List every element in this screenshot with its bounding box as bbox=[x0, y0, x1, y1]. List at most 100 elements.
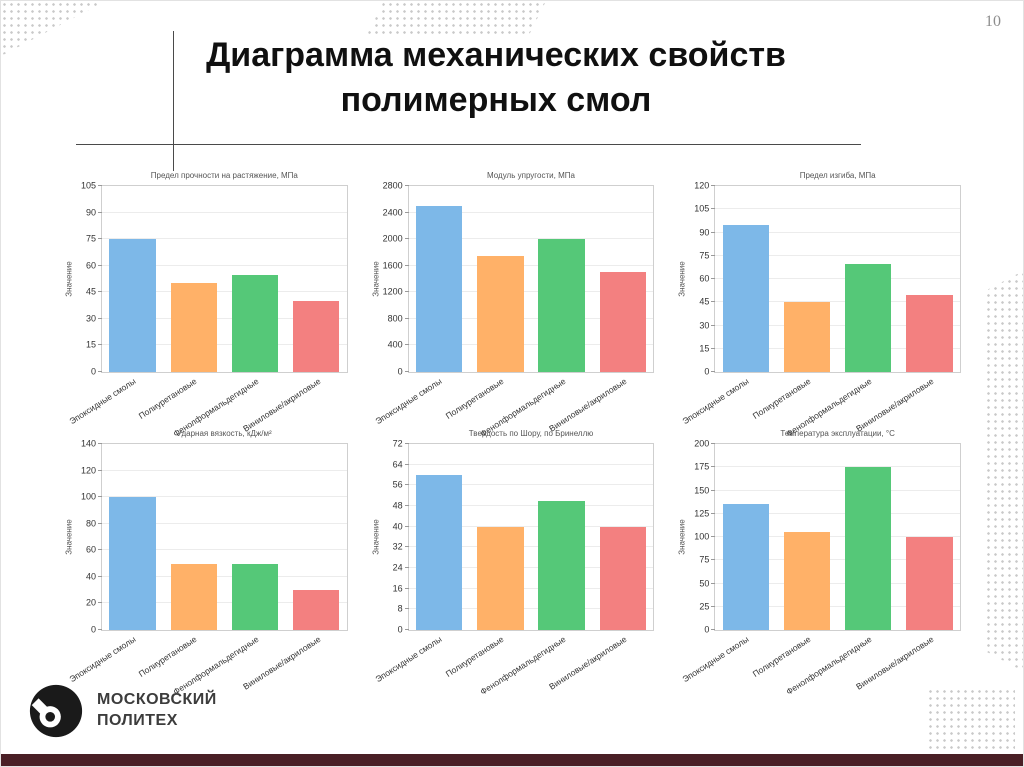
y-tick-mark bbox=[98, 291, 102, 293]
bar bbox=[844, 467, 892, 630]
y-tick-mark bbox=[404, 317, 409, 319]
grid-line bbox=[408, 587, 654, 589]
plot-area: 0 8 16 24 32 40 48 56 64 72 bbox=[393, 439, 655, 634]
y-tick-mark bbox=[711, 536, 716, 537]
chart-impact-toughness: Ударная вязкость, кДж/м² 0 20 40 60 80 100 120 1… bbox=[59, 429, 356, 697]
y-tick-mark bbox=[711, 605, 716, 607]
chart-title: Предел изгиба, МПа bbox=[799, 171, 876, 180]
moscow-polytech-logo-icon bbox=[29, 684, 83, 738]
x-tick-label: Полиуретановые bbox=[443, 634, 506, 679]
bar bbox=[415, 475, 463, 630]
y-tick-label: 400 bbox=[387, 339, 403, 350]
y-tick-mark bbox=[98, 496, 102, 498]
grid-line bbox=[102, 496, 347, 498]
bottom-bar bbox=[1, 754, 1023, 766]
y-axis-label: Значение bbox=[64, 519, 74, 555]
y-tick-label: 120 bbox=[694, 180, 710, 191]
bar bbox=[599, 526, 646, 630]
grid-line bbox=[102, 317, 347, 319]
y-axis-label: Значение bbox=[677, 519, 687, 555]
grid-line bbox=[715, 512, 960, 514]
y-tick-label: 100 bbox=[80, 491, 96, 502]
y-tick-label: 16 bbox=[392, 583, 403, 594]
y-tick-mark bbox=[404, 238, 409, 240]
y-tick-label: 30 bbox=[699, 320, 710, 330]
y-tick-label: 0 bbox=[90, 624, 96, 635]
y-tick-label: 45 bbox=[85, 286, 96, 297]
bar bbox=[538, 239, 585, 372]
grid-line bbox=[715, 231, 960, 233]
grid-line bbox=[102, 291, 347, 293]
y-tick-label: 15 bbox=[699, 343, 710, 354]
grid-line bbox=[102, 211, 347, 213]
bar bbox=[109, 239, 156, 372]
y-tick-label: 15 bbox=[85, 339, 96, 350]
y-tick-mark bbox=[98, 522, 102, 524]
y-tick-mark bbox=[711, 208, 716, 210]
bar bbox=[538, 500, 585, 630]
grid-line bbox=[102, 575, 347, 577]
y-tick-mark bbox=[711, 443, 716, 444]
y-tick-mark bbox=[404, 443, 409, 444]
x-tick-label: Эпоксидные смолы bbox=[67, 634, 138, 685]
y-tick-mark bbox=[404, 546, 409, 548]
y-tick-mark bbox=[711, 254, 716, 256]
grid-line bbox=[715, 466, 960, 468]
y-axis-label: Значение bbox=[64, 261, 74, 297]
y-tick-mark bbox=[98, 211, 102, 213]
y-tick-mark bbox=[711, 301, 716, 303]
grid-line bbox=[715, 605, 960, 607]
grid-line bbox=[408, 463, 654, 465]
y-tick-mark bbox=[404, 567, 409, 568]
slide-title: Диаграмма механических свойств полимерны… bbox=[121, 33, 871, 123]
y-tick-label: 45 bbox=[699, 296, 710, 307]
y-tick-mark bbox=[711, 466, 716, 468]
y-tick-label: 105 bbox=[80, 180, 96, 191]
y-tick-mark bbox=[404, 484, 409, 486]
grid-line bbox=[715, 536, 960, 537]
y-tick-mark bbox=[404, 587, 409, 589]
grid-line bbox=[715, 324, 960, 326]
grid-line bbox=[408, 291, 654, 293]
y-tick-label: 72 bbox=[392, 438, 403, 449]
y-tick-label: 120 bbox=[80, 465, 96, 476]
y-tick-label: 20 bbox=[85, 597, 96, 608]
y-tick-mark bbox=[404, 525, 409, 527]
y-tick-mark bbox=[404, 264, 409, 266]
x-tick-label: Полиуретановые bbox=[443, 376, 506, 421]
y-tick-label: 24 bbox=[392, 562, 403, 573]
y-tick-label: 1600 bbox=[382, 260, 403, 271]
y-tick-mark bbox=[404, 463, 409, 465]
y-tick-mark bbox=[711, 582, 716, 584]
y-tick-mark bbox=[98, 185, 102, 186]
bar bbox=[231, 563, 279, 630]
x-tick-label: Эпоксидные смолы bbox=[680, 634, 751, 685]
y-tick-label: 60 bbox=[85, 260, 96, 271]
y-tick-label: 2400 bbox=[382, 207, 403, 218]
y-tick-mark bbox=[404, 211, 409, 213]
grid-line bbox=[408, 344, 654, 346]
chart-title: Температура эксплуатации, °С bbox=[780, 429, 895, 438]
y-axis-label: Значение bbox=[371, 519, 381, 555]
x-tick-label: Эпоксидные смолы bbox=[680, 376, 751, 427]
dots-decoration-bottom-right bbox=[927, 688, 1015, 750]
y-tick-label: 0 bbox=[90, 366, 96, 377]
y-tick-label: 60 bbox=[85, 544, 96, 555]
y-tick-mark bbox=[98, 264, 102, 266]
x-labels: Эпоксидные смолы Полиуретановые Фенолформа… bbox=[681, 631, 961, 697]
slide-title-line2: полимерных смол bbox=[340, 80, 652, 119]
bar bbox=[109, 497, 156, 630]
y-tick-mark bbox=[711, 278, 716, 279]
grid-line bbox=[408, 505, 654, 506]
chart-title: Ударная вязкость, кДж/м² bbox=[177, 429, 272, 438]
grid-line bbox=[408, 317, 654, 319]
charts-grid: Предел прочности на растяжение, МПа 0 15 30… bbox=[59, 171, 969, 697]
x-tick-label: Полиуретановые bbox=[137, 634, 199, 679]
bar bbox=[783, 302, 831, 372]
x-labels: Эпоксидные смолы Полиуретановые Фенолформа… bbox=[681, 373, 961, 439]
y-tick-mark bbox=[98, 549, 102, 551]
y-tick-label: 0 bbox=[397, 366, 403, 377]
page-number: 10 bbox=[985, 13, 1001, 30]
dots-decoration-top-middle bbox=[366, 1, 546, 37]
y-tick-label: 100 bbox=[694, 531, 710, 542]
